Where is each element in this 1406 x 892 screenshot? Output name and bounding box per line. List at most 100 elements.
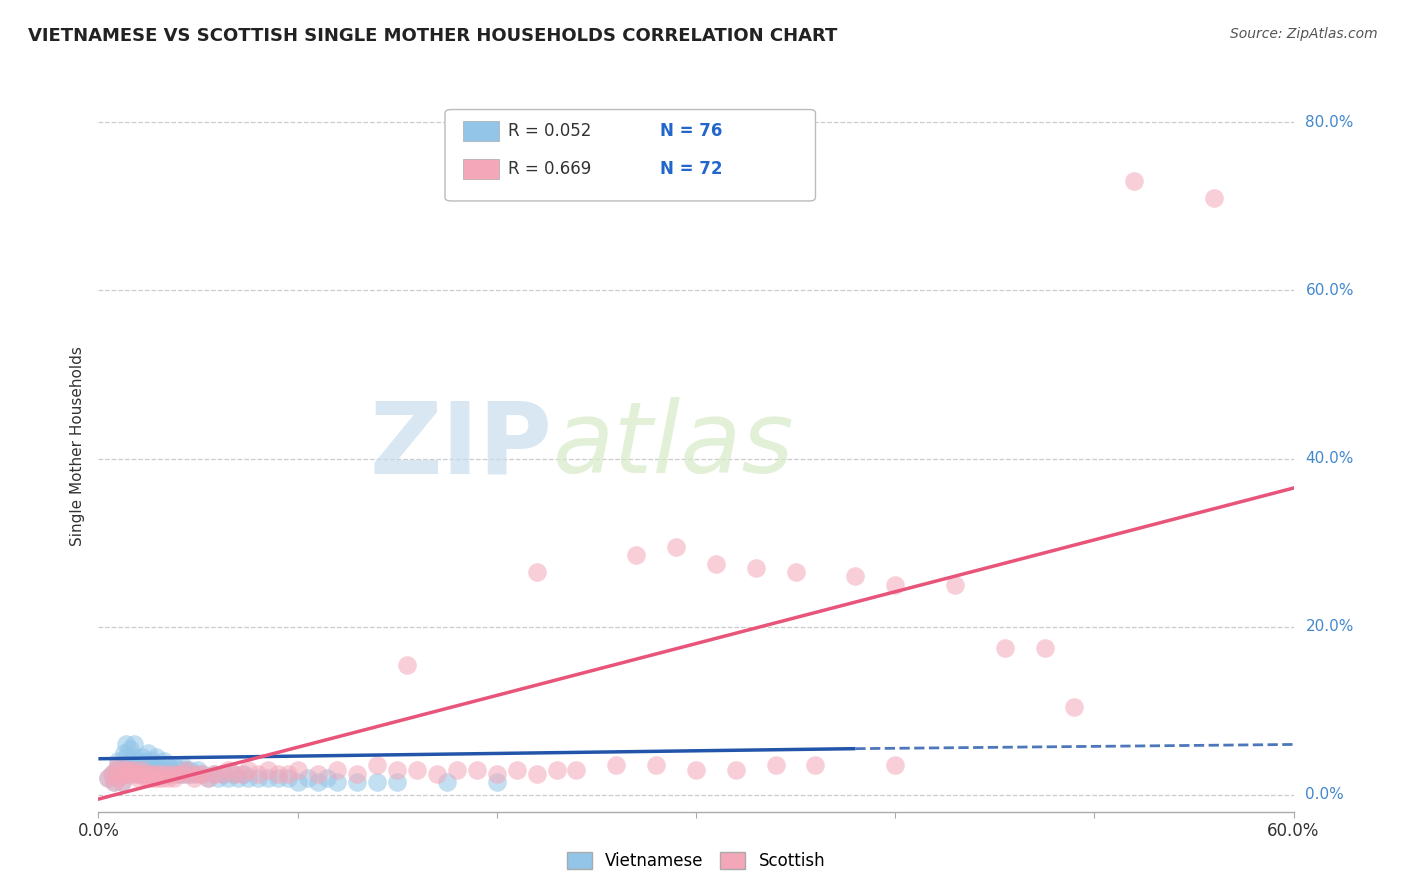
Point: [155, 763, 177, 777]
Point: [183, 767, 205, 781]
Point: [107, 771, 129, 785]
Point: [187, 767, 209, 781]
Point: [136, 763, 159, 777]
Point: [97, 771, 120, 785]
Point: [297, 771, 319, 785]
Point: [884, 758, 907, 772]
Point: [115, 763, 138, 777]
Point: [316, 771, 339, 785]
Point: [267, 771, 290, 785]
Point: [326, 775, 349, 789]
Point: [103, 775, 125, 789]
Point: [139, 758, 162, 772]
Point: [884, 578, 907, 592]
Point: [765, 758, 787, 772]
Point: [565, 763, 588, 777]
Point: [526, 565, 548, 579]
Point: [231, 767, 253, 781]
Point: [436, 775, 458, 789]
Point: [222, 767, 245, 781]
Point: [267, 767, 290, 781]
Point: [120, 754, 142, 768]
Point: [724, 763, 747, 777]
Text: VIETNAMESE VS SCOTTISH SINGLE MOTHER HOUSEHOLDS CORRELATION CHART: VIETNAMESE VS SCOTTISH SINGLE MOTHER HOU…: [28, 27, 838, 45]
Point: [745, 561, 768, 575]
Point: [167, 767, 190, 781]
FancyBboxPatch shape: [463, 159, 499, 179]
Point: [112, 767, 135, 781]
Point: [174, 763, 197, 777]
Point: [159, 767, 181, 781]
Point: [217, 771, 239, 785]
Point: [307, 767, 329, 781]
Point: [446, 763, 468, 777]
Point: [110, 763, 132, 777]
Point: [177, 767, 200, 781]
Point: [174, 763, 197, 777]
Text: R = 0.052: R = 0.052: [509, 121, 592, 140]
Point: [111, 767, 134, 781]
Point: [207, 771, 229, 785]
Y-axis label: Single Mother Households: Single Mother Households: [70, 346, 86, 546]
Point: [172, 758, 194, 772]
Point: [134, 758, 156, 772]
Point: [366, 758, 388, 772]
Point: [212, 767, 235, 781]
Point: [160, 767, 183, 781]
Point: [256, 771, 278, 785]
Point: [117, 767, 139, 781]
Point: [136, 767, 159, 781]
Point: [202, 767, 225, 781]
Point: [624, 549, 647, 563]
Point: [125, 767, 148, 781]
Point: [111, 775, 134, 789]
Point: [485, 767, 508, 781]
Point: [1123, 174, 1146, 188]
Text: Source: ZipAtlas.com: Source: ZipAtlas.com: [1230, 27, 1378, 41]
Point: [163, 771, 186, 785]
Point: [385, 763, 409, 777]
Point: [105, 763, 128, 777]
Point: [485, 775, 508, 789]
Point: [105, 763, 128, 777]
Text: 60.0%: 60.0%: [1305, 283, 1354, 298]
Point: [121, 767, 143, 781]
Point: [396, 657, 419, 672]
Point: [236, 763, 259, 777]
Point: [112, 746, 135, 760]
Point: [179, 767, 201, 781]
Point: [115, 738, 138, 752]
Text: N = 72: N = 72: [661, 160, 723, 178]
Point: [187, 763, 209, 777]
Point: [148, 758, 170, 772]
Point: [167, 767, 190, 781]
Point: [246, 771, 269, 785]
Point: [665, 540, 688, 554]
Point: [124, 750, 146, 764]
Text: R = 0.669: R = 0.669: [509, 160, 592, 178]
Point: [127, 771, 149, 785]
Point: [139, 771, 162, 785]
Point: [366, 775, 388, 789]
FancyBboxPatch shape: [444, 110, 815, 201]
Point: [121, 763, 143, 777]
Point: [97, 771, 120, 785]
Point: [117, 767, 139, 781]
Point: [127, 754, 149, 768]
Point: [406, 763, 429, 777]
Point: [465, 763, 488, 777]
Point: [143, 763, 166, 777]
Point: [277, 771, 299, 785]
Point: [704, 557, 727, 571]
Point: [506, 763, 529, 777]
Point: [197, 771, 219, 785]
Text: ZIP: ZIP: [370, 398, 553, 494]
Point: [131, 763, 153, 777]
Point: [232, 767, 254, 781]
Point: [112, 758, 135, 772]
Point: [157, 771, 180, 785]
Point: [163, 758, 186, 772]
Point: [136, 746, 159, 760]
Point: [526, 767, 548, 781]
Point: [111, 775, 134, 789]
